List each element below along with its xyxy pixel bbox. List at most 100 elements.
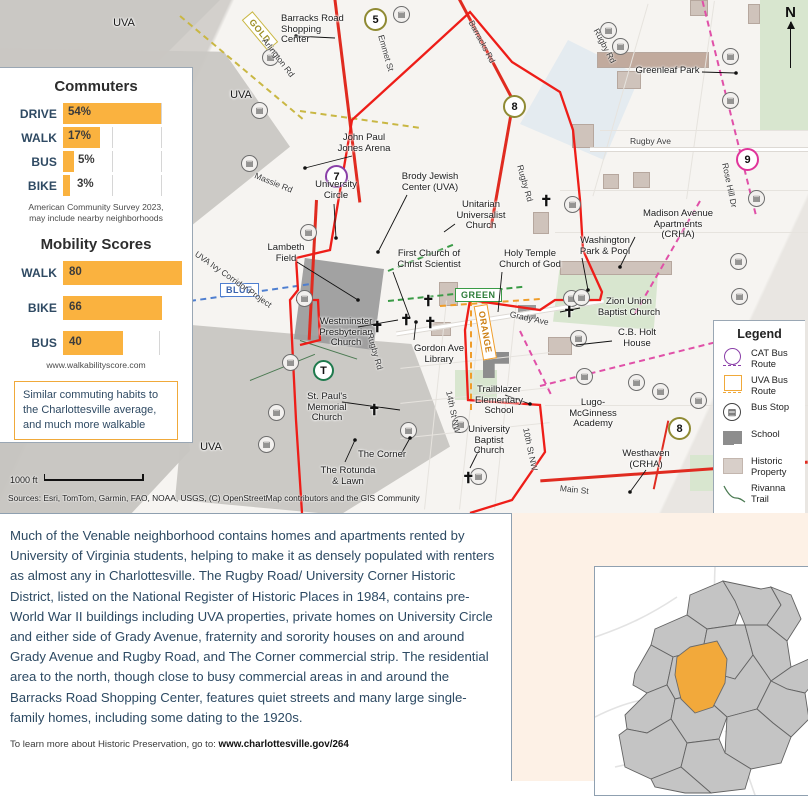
bar-label: DRIVE <box>19 106 57 121</box>
bus-stop-icon[interactable]: ▤ <box>731 288 748 305</box>
bus-stop-icon[interactable]: ▤ <box>576 368 593 385</box>
historic-building-5 <box>533 212 549 234</box>
bus-stop-icon[interactable]: ▤ <box>300 224 317 241</box>
bus-stop-icon[interactable]: ▤ <box>241 155 258 172</box>
map-label-westhaven-crha: Westhaven (CRHA) <box>622 448 670 470</box>
map-label-university-circle: University Circle <box>315 179 357 201</box>
mobility-bar-bike: BIKE 66 <box>10 295 182 321</box>
route-marker-5[interactable]: 5 <box>364 8 387 31</box>
bus-stop-icon[interactable]: ▤ <box>400 422 417 439</box>
map-label-washington-park-pool: Washington Park & Pool <box>579 235 631 257</box>
church-cross-icon: ✝ <box>368 402 381 419</box>
bus-stop-icon[interactable]: ▤ <box>690 392 707 409</box>
bus-stop-icon[interactable]: ▤ <box>258 436 275 453</box>
map-sources: Sources: Esri, TomTom, Garmin, FAO, NOAA… <box>8 493 420 503</box>
map-label-trailblazer-elementary-school: Trailblazer Elementary School <box>474 384 524 416</box>
historic-building-11 <box>748 4 760 24</box>
historic-building-2 <box>572 124 594 148</box>
footer-prefix: To learn more about Historic Preservatio… <box>10 739 219 751</box>
legend-item-uva-bus-route[interactable]: UVA Bus Route <box>721 374 798 396</box>
historic-building-4 <box>633 172 650 188</box>
legend-item-historic-property[interactable]: Historic Property <box>721 455 798 477</box>
map-label-uva-southwest: UVA <box>200 441 222 453</box>
commuter-bar-bus: BUS 5% <box>10 150 182 173</box>
map-label-the-corner: The Corner <box>357 449 407 460</box>
church-cross-icon: ✝ <box>400 312 413 329</box>
bus-stop-icon[interactable]: ▤ <box>564 196 581 213</box>
map-label-lugo-mcginness-academy: Lugo- McGinness Academy <box>569 397 617 429</box>
footer-link[interactable]: www.charlottesville.gov/264 <box>218 739 349 751</box>
bar-label: WALK <box>21 130 57 145</box>
church-cross-icon: ✝ <box>462 470 475 487</box>
church-cross-icon: ✝ <box>563 304 576 321</box>
historic-building-9 <box>548 337 572 355</box>
bar-value: 66 <box>69 301 82 313</box>
bus-stop-icon[interactable]: ▤ <box>570 330 587 347</box>
bus-stop-icon[interactable]: ▤ <box>393 6 410 23</box>
mobility-source[interactable]: www.walkabilityscore.com <box>46 360 146 370</box>
bus-stop-icon[interactable]: ▤ <box>573 289 590 306</box>
bus-stop-icon[interactable]: ▤ <box>282 354 299 371</box>
commuters-title: Commuters <box>54 78 138 95</box>
map-label-university-baptist-church: University Baptist Church <box>468 424 510 456</box>
legend-item-rivanna-trail[interactable]: Rivanna Trail <box>721 482 798 504</box>
bus-stop-icon[interactable]: ▤ <box>628 374 645 391</box>
north-label: N <box>785 4 796 21</box>
bar-label: BIKE <box>27 178 57 193</box>
trolley-stop-icon[interactable]: T <box>313 360 334 381</box>
bar-value: 17% <box>68 130 92 142</box>
route-marker-9[interactable]: 9 <box>736 148 759 171</box>
map-label-john-paul-jones-arena: John Paul Jones Arena <box>337 132 391 154</box>
bus-stop-icon[interactable]: ▤ <box>600 22 617 39</box>
bus-stop-icon[interactable]: ▤ <box>730 253 747 270</box>
map-label-madison-avenue-apartments: Madison Avenue Apartments (CRHA) <box>642 208 714 240</box>
map-label-uva-north: UVA <box>113 17 135 29</box>
commuter-bar-walk: WALK 17% <box>10 126 182 149</box>
bus-stop-icon[interactable]: ▤ <box>251 102 268 119</box>
commuter-bar-bike: BIKE 3% <box>10 174 182 197</box>
historic-building-3 <box>603 174 619 189</box>
commuters-source: American Community Survey 2023, may incl… <box>28 202 164 223</box>
legend-title: Legend <box>737 327 782 341</box>
bus-stop-icon[interactable]: ▤ <box>452 416 469 433</box>
bus-stop-icon[interactable]: ▤ <box>470 468 487 485</box>
inset-map-wrap <box>512 513 808 796</box>
historic-building-6 <box>560 261 672 275</box>
church-cross-icon: ✝ <box>424 315 437 332</box>
map-label-gordon-ave-library: Gordon Ave Library <box>413 343 464 365</box>
legend-item-bus-stop[interactable]: ▤ Bus Stop <box>721 401 798 423</box>
bar-label: BUS <box>31 154 57 169</box>
legend-item-cat-bus-route[interactable]: CAT Bus Route <box>721 347 798 369</box>
bus-stop-icon[interactable]: ▤ <box>722 92 739 109</box>
commuting-note: Similar commuting habits to the Charlott… <box>14 381 178 440</box>
bus-stop-icon[interactable]: ▤ <box>296 290 313 307</box>
description-footer: To learn more about Historic Preservatio… <box>10 739 495 750</box>
bus-stop-icon[interactable]: ▤ <box>722 48 739 65</box>
description-panel: Much of the Venable neighborhood contain… <box>0 513 512 781</box>
scale-bar: 1000 ft <box>10 475 144 485</box>
uva-bus-route-icon <box>721 374 751 396</box>
bus-stop-icon[interactable]: ▤ <box>262 49 279 66</box>
bus-stop-icon[interactable]: ▤ <box>652 383 669 400</box>
legend-item-label: Bus Stop <box>751 401 790 412</box>
bar-label: WALK <box>21 266 57 280</box>
bus-stop-icon[interactable]: ▤ <box>268 404 285 421</box>
greenleaf-park-area <box>760 0 808 130</box>
cat-bus-route-icon <box>721 347 751 369</box>
map-label-st-pauls-memorial-church: St. Paul's Memorial Church <box>307 391 347 423</box>
rugby-ave-road <box>590 147 808 152</box>
bar-label: BUS <box>31 336 57 350</box>
inset-locator-map[interactable] <box>594 566 808 796</box>
route-marker-8b[interactable]: 8 <box>668 417 691 440</box>
bus-stop-icon[interactable]: ▤ <box>748 190 765 207</box>
rivanna-trail-icon <box>721 482 751 504</box>
route-marker-8a[interactable]: 8 <box>503 95 526 118</box>
blue-corridor-tag: BLUE <box>220 283 259 297</box>
bar-value: 40 <box>69 336 82 348</box>
bus-stop-icon[interactable]: ▤ <box>612 38 629 55</box>
bus-stop-icon: ▤ <box>721 401 751 423</box>
legend-item-school[interactable]: School <box>721 428 798 450</box>
map-label-first-church-of-christ-scientist: First Church of Christ Scientist <box>397 248 461 270</box>
map-label-greenleaf-park: Greenleaf Park <box>635 65 700 76</box>
